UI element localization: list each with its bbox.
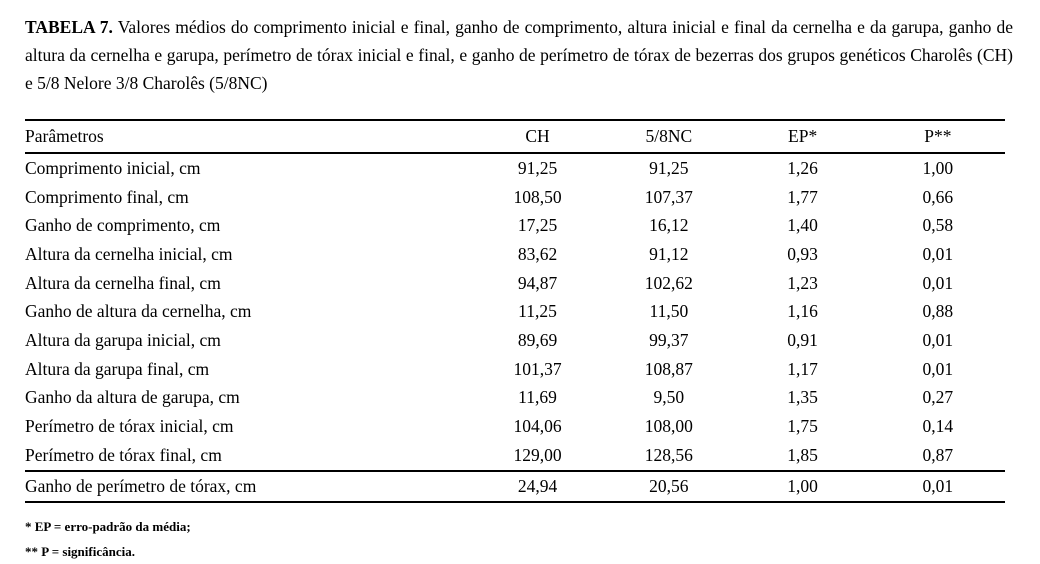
ch-value-cell: 89,69: [517, 329, 558, 350]
table-row: Perímetro de tórax inicial, cm 104,06 10…: [25, 412, 1005, 441]
p-value-cell: 0,87: [922, 444, 954, 465]
ep-value-cell: 1,17: [787, 358, 818, 379]
nc-value-cell: 20,56: [603, 469, 735, 503]
param-cell: Ganho de altura da cernelha, cm: [25, 301, 252, 322]
ep-value-cell: 1,40: [787, 215, 818, 236]
param-cell: Ganho de perímetro de tórax, cm: [25, 469, 472, 503]
nc-value-cell: 99,37: [649, 329, 689, 350]
param-cell: Perímetro de tórax inicial, cm: [25, 416, 234, 437]
column-header-ch: CH: [471, 119, 604, 154]
nc-value-cell: 107,37: [644, 186, 693, 207]
table-row: Comprimento inicial, cm 91,25 91,25 1,26…: [25, 153, 1005, 183]
p-value-cell: 0,01: [922, 272, 954, 293]
ep-value-cell: 1,35: [787, 387, 818, 408]
param-cell: Altura da cernelha final, cm: [25, 272, 221, 293]
table-row: Altura da garupa inicial, cm 89,69 99,37…: [25, 326, 1005, 355]
p-value-cell: 0,88: [922, 301, 954, 322]
ch-value-cell: 94,87: [517, 272, 558, 293]
table-row: Comprimento final, cm 108,50 107,37 1,77…: [25, 183, 1005, 212]
table-row: Ganho de altura da cernelha, cm 11,25 11…: [25, 297, 1005, 326]
ch-value-cell: 11,69: [518, 387, 557, 408]
ep-value-cell: 1,26: [787, 157, 818, 178]
table-row: Ganho de comprimento, cm 17,25 16,12 1,4…: [25, 211, 1005, 240]
table-caption: TABELA 7. Valores médios do comprimento …: [25, 13, 1013, 97]
ep-value-cell: 1,85: [787, 444, 818, 465]
ep-value-cell: 1,23: [787, 272, 818, 293]
p-value-cell: 0,14: [922, 416, 954, 437]
param-cell: Altura da garupa inicial, cm: [25, 329, 221, 350]
p-value-cell: 0,01: [922, 243, 954, 264]
p-value-cell: 0,01: [922, 329, 954, 350]
footnote-p: ** P = significância.: [25, 543, 135, 559]
ep-value-cell: 1,00: [734, 469, 871, 503]
column-header-p: P**: [870, 119, 1005, 154]
table-row: Ganho de perímetro de tórax, cm 24,94 20…: [25, 469, 1005, 503]
ch-value-cell: 101,37: [513, 358, 562, 379]
nc-value-cell: 108,87: [644, 358, 693, 379]
ep-value-cell: 1,75: [787, 416, 818, 437]
nc-value-cell: 9,50: [653, 387, 685, 408]
ep-value-cell: 1,16: [787, 301, 818, 322]
p-value-cell: 0,27: [922, 387, 954, 408]
ep-value-cell: 1,77: [787, 186, 818, 207]
table-caption-label: TABELA 7.: [25, 17, 113, 37]
nc-value-cell: 91,12: [649, 243, 689, 264]
nc-value-cell: 102,62: [644, 272, 693, 293]
p-value-cell: 0,01: [870, 469, 1005, 503]
ch-value-cell: 91,25: [517, 157, 558, 178]
ch-value-cell: 129,00: [513, 444, 562, 465]
table-caption-text: Valores médios do comprimento inicial e …: [25, 17, 1014, 93]
data-table: Parâmetros CH 5/8NC EP* P** Comprimento …: [25, 119, 1005, 503]
nc-value-cell: 16,12: [649, 215, 689, 236]
nc-value-cell: 128,56: [644, 444, 693, 465]
table-row: Ganho da altura de garupa, cm 11,69 9,50…: [25, 384, 1005, 413]
ch-value-cell: 104,06: [513, 416, 562, 437]
param-cell: Ganho de comprimento, cm: [25, 215, 221, 236]
ch-value-cell: 108,50: [513, 186, 562, 207]
ch-value-cell: 11,25: [518, 301, 557, 322]
table-row: Altura da cernelha inicial, cm 83,62 91,…: [25, 240, 1005, 269]
footnote-ep: * EP = erro-padrão da média;: [25, 518, 191, 534]
param-cell: Altura da garupa final, cm: [25, 358, 210, 379]
table-row: Perímetro de tórax final, cm 129,00 128,…: [25, 441, 1005, 471]
column-header-ep: EP*: [734, 119, 871, 154]
ch-value-cell: 24,94: [471, 469, 604, 503]
nc-value-cell: 91,25: [649, 157, 689, 178]
p-value-cell: 1,00: [922, 157, 954, 178]
p-value-cell: 0,58: [922, 215, 954, 236]
nc-value-cell: 108,00: [644, 416, 693, 437]
param-cell: Comprimento inicial, cm: [25, 157, 201, 178]
column-header-parametros: Parâmetros: [25, 119, 472, 154]
nc-value-cell: 11,50: [649, 301, 689, 322]
column-header-58nc: 5/8NC: [603, 119, 735, 154]
table-footnotes: * EP = erro-padrão da média; ** P = sign…: [25, 514, 1015, 564]
table-row: Altura da garupa final, cm 101,37 108,87…: [25, 355, 1005, 384]
table-header-row: Parâmetros CH 5/8NC EP* P**: [25, 119, 1005, 154]
ep-value-cell: 0,93: [787, 243, 818, 264]
ch-value-cell: 83,62: [517, 243, 558, 264]
param-cell: Altura da cernelha inicial, cm: [25, 243, 233, 264]
param-cell: Ganho da altura de garupa, cm: [25, 387, 240, 408]
p-value-cell: 0,01: [922, 358, 954, 379]
ch-value-cell: 17,25: [517, 215, 558, 236]
ep-value-cell: 0,91: [787, 329, 818, 350]
param-cell: Perímetro de tórax final, cm: [25, 444, 222, 465]
p-value-cell: 0,66: [922, 186, 954, 207]
table-row: Altura da cernelha final, cm 94,87 102,6…: [25, 269, 1005, 298]
param-cell: Comprimento final, cm: [25, 186, 189, 207]
